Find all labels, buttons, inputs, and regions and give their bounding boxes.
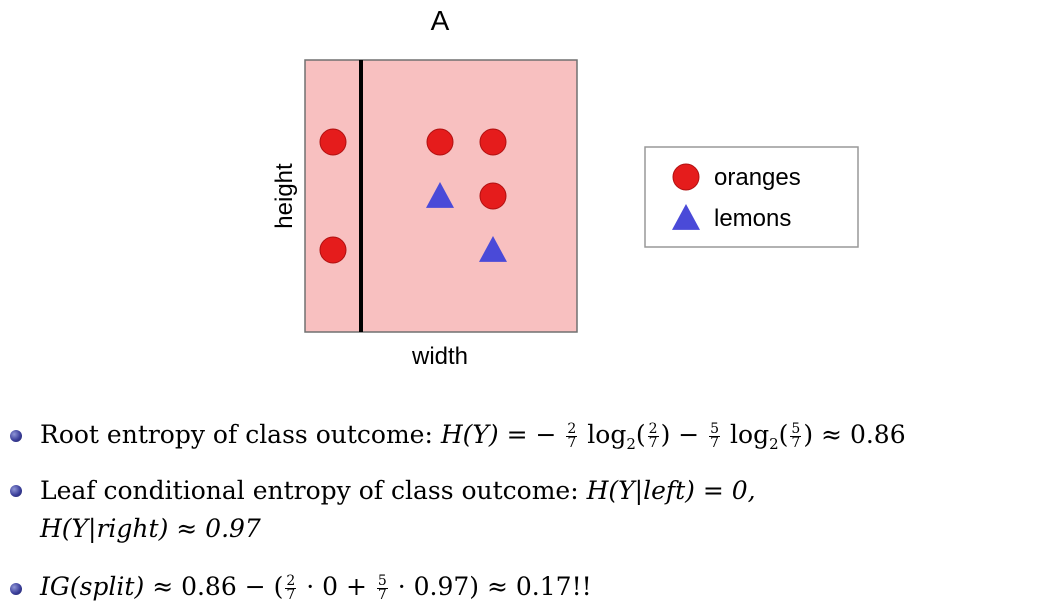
orange-point	[479, 128, 507, 156]
orange-point	[319, 236, 347, 264]
log-term: log	[730, 420, 770, 449]
bullet-2-text: Leaf conditional entropy of class outcom…	[40, 476, 579, 505]
orange-point	[319, 128, 347, 156]
bullet-root-entropy: Root entropy of class outcome: H(Y) = − …	[0, 395, 1042, 453]
bullet-icon	[10, 485, 22, 497]
entropy-value: ≈ 0.86	[821, 420, 906, 449]
entropy-lhs: H(Y) = −	[440, 420, 557, 449]
legend-orange-marker	[672, 163, 700, 191]
lemon-point	[426, 182, 454, 208]
legend-box	[644, 146, 859, 248]
chart-title: A	[431, 5, 450, 36]
orange-point	[479, 182, 507, 210]
legend-label-lemons: lemons	[714, 205, 791, 232]
y-axis-label: height	[271, 163, 298, 229]
bullet-icon	[10, 430, 22, 442]
left-entropy: H(Y|left) = 0,	[586, 476, 756, 505]
legend-lemon-marker	[672, 204, 700, 230]
x-axis-label: width	[411, 343, 468, 370]
bullet-1-text: Root entropy of class outcome:	[40, 420, 433, 449]
right-entropy: H(Y|right) ≈ 0.97	[40, 514, 261, 543]
log-term: log	[587, 420, 627, 449]
orange-point	[426, 128, 454, 156]
data-points	[319, 128, 507, 264]
bullet-leaf-entropy: Leaf conditional entropy of class outcom…	[0, 475, 1042, 555]
decision-tree-split-figure: A width height oranges lemons	[271, 5, 859, 370]
lemon-point	[479, 236, 507, 262]
legend-label-oranges: oranges	[714, 164, 801, 191]
bullet-list: Root entropy of class outcome: H(Y) = − …	[0, 395, 1042, 614]
legend: oranges lemons	[672, 163, 801, 232]
bullet-icon	[10, 583, 22, 595]
info-gain-lhs: IG(split)	[40, 572, 145, 601]
info-gain-value: · 0.97) ≈ 0.17!!	[397, 572, 592, 601]
